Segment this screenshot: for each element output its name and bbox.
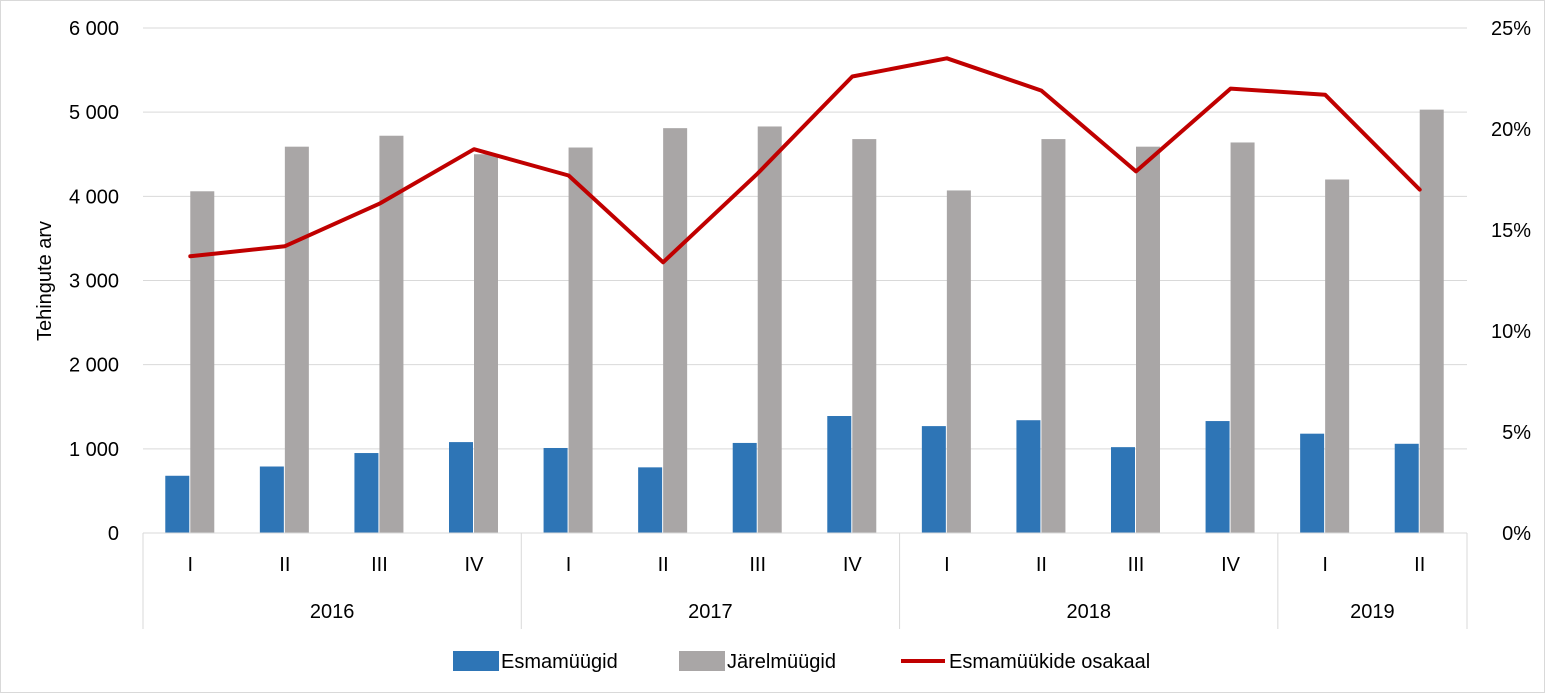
bar-jarelmuugid [190, 191, 214, 533]
bar-jarelmuugid [285, 147, 309, 533]
quarter-label: II [279, 554, 290, 576]
quarter-label: III [371, 554, 388, 576]
bar-jarelmuugid [947, 190, 971, 533]
quarter-label: II [1036, 554, 1047, 576]
quarter-label: IV [1221, 554, 1241, 576]
quarter-label: I [1322, 554, 1328, 576]
gridlines [143, 28, 1467, 533]
quarter-label: II [658, 554, 669, 576]
bar-esmamuugid [827, 416, 851, 533]
bar-jarelmuugid [663, 128, 687, 533]
left-tick-label: 5 000 [69, 102, 119, 124]
year-label: 2018 [1066, 601, 1111, 623]
right-tick-label: 5% [1502, 422, 1531, 444]
bar-esmamuugid [449, 442, 473, 533]
bars [165, 110, 1443, 533]
bar-esmamuugid [1206, 421, 1230, 533]
right-tick-label: 20% [1491, 119, 1531, 141]
bar-esmamuugid [544, 448, 568, 533]
bar-jarelmuugid [474, 154, 498, 533]
year-label: 2016 [310, 601, 355, 623]
legend: Esmamüügid Järelmüügid Esmamüükide osakaal [453, 651, 1150, 673]
bar-esmamuugid [733, 443, 757, 533]
legend-swatch [453, 651, 499, 671]
right-axis-ticks: 0% 5% 10% 15% 20% 25% [1491, 18, 1531, 545]
quarter-label: IV [843, 554, 863, 576]
bar-esmamuugid [1300, 434, 1324, 533]
quarter-label: I [566, 554, 572, 576]
left-tick-label: 2 000 [69, 355, 119, 377]
left-tick-label: 3 000 [69, 271, 119, 293]
legend-label: Esmamüügid [501, 651, 618, 673]
left-tick-label: 6 000 [69, 18, 119, 40]
right-tick-label: 15% [1491, 220, 1531, 242]
quarter-label: III [749, 554, 766, 576]
left-axis-ticks: 0 1 000 2 000 3 000 4 000 5 000 6 000 [69, 18, 119, 545]
bar-esmamuugid [165, 476, 189, 533]
quarter-label: I [188, 554, 194, 576]
left-tick-label: 1 000 [69, 439, 119, 461]
quarter-label: III [1128, 554, 1145, 576]
quarter-label: I [944, 554, 950, 576]
right-tick-label: 25% [1491, 18, 1531, 40]
quarter-label: IV [465, 554, 485, 576]
left-tick-label: 4 000 [69, 186, 119, 208]
right-tick-label: 10% [1491, 321, 1531, 343]
right-tick-label: 0% [1502, 523, 1531, 545]
legend-label: Esmamüükide osakaal [949, 651, 1150, 673]
bar-esmamuugid [1111, 447, 1135, 533]
bar-jarelmuugid [569, 148, 593, 533]
bar-esmamuugid [1016, 420, 1040, 533]
bar-jarelmuugid [1231, 142, 1255, 533]
legend-swatch [679, 651, 725, 671]
bar-esmamuugid [354, 453, 378, 533]
left-tick-label: 0 [108, 523, 119, 545]
bar-esmamuugid [260, 467, 284, 533]
y-axis-title: Tehingute arv [34, 221, 56, 341]
bar-jarelmuugid [1420, 110, 1444, 533]
bar-esmamuugid [638, 467, 662, 533]
bar-jarelmuugid [1041, 139, 1065, 533]
bar-jarelmuugid [1136, 147, 1160, 533]
quarter-label: II [1414, 554, 1425, 576]
bar-esmamuugid [922, 426, 946, 533]
bar-jarelmuugid [852, 139, 876, 533]
year-label: 2017 [688, 601, 733, 623]
year-label: 2019 [1350, 601, 1395, 623]
legend-label: Järelmüügid [727, 651, 836, 673]
bar-jarelmuugid [1325, 180, 1349, 534]
bar-jarelmuugid [758, 126, 782, 533]
bar-esmamuugid [1395, 444, 1419, 533]
